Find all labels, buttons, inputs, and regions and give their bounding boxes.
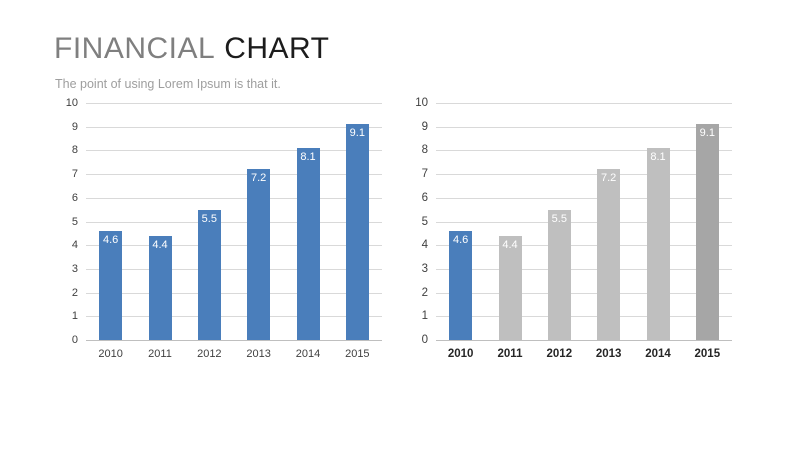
page-title: FINANCIAL CHART	[54, 33, 330, 65]
gridline	[436, 245, 732, 247]
y-tick-label: 10	[415, 97, 428, 109]
bar-value-label: 4.6	[453, 233, 469, 246]
gridline	[436, 221, 732, 223]
x-tick-label: 2010	[98, 348, 123, 360]
gridline	[86, 197, 382, 199]
y-tick-label: 0	[71, 334, 78, 346]
x-tick-label: 2015	[694, 348, 721, 360]
gridline	[436, 197, 732, 199]
title-primary: FINANCIAL	[54, 32, 216, 65]
gridline	[436, 126, 732, 128]
title-secondary: CHART	[224, 32, 330, 65]
gridline	[86, 245, 382, 247]
y-tick-label: 1	[421, 310, 428, 323]
gridline	[436, 150, 732, 152]
x-tick-label: 2014	[645, 348, 671, 360]
gridline	[86, 150, 382, 152]
y-tick-label: 9	[71, 120, 78, 133]
bar-value-label: 5.5	[201, 212, 217, 225]
bar-2011: 4.4	[498, 235, 522, 340]
gridline	[436, 103, 732, 104]
bar-value-label: 4.4	[152, 238, 168, 251]
y-tick-label: 1	[71, 310, 78, 323]
x-tick-label: 2010	[447, 348, 474, 360]
y-tick-label: 8	[71, 144, 78, 157]
y-tick-label: 2	[421, 286, 428, 299]
x-tick-label: 2014	[295, 348, 321, 360]
y-tick-label: 7	[71, 168, 78, 181]
bar-2015: 9.1	[695, 124, 719, 340]
bar-2010: 4.6	[99, 230, 123, 340]
bar-value-label: 5.5	[551, 212, 567, 225]
bar-value-label: 7.2	[251, 172, 267, 185]
gridline	[86, 268, 382, 270]
bar-2015: 9.1	[345, 124, 369, 340]
y-tick-label: 0	[421, 334, 428, 346]
y-tick-label: 10	[65, 97, 78, 109]
bar-2014: 8.1	[296, 148, 320, 340]
x-axis-line	[86, 340, 382, 341]
gridline	[86, 221, 382, 223]
y-tick-label: 3	[71, 262, 78, 275]
bar-chart-left: 0 1 2 3 4 5 6 7 8 9 10 4.6 2010 4.4 2011 5.5 2012 7.2 2013…	[50, 96, 388, 368]
gridline	[86, 126, 382, 128]
bar-value-label: 4.6	[103, 233, 119, 246]
gridline	[436, 292, 732, 294]
bar-2012: 5.5	[197, 209, 221, 340]
y-tick-label: 3	[421, 262, 428, 275]
y-tick-label: 8	[421, 144, 428, 157]
y-tick-label: 4	[71, 239, 78, 252]
bar-value-label: 7.2	[601, 172, 617, 185]
gridline	[86, 292, 382, 294]
x-axis-line	[436, 340, 732, 341]
bar-2010: 4.6	[449, 230, 473, 340]
bar-value-label: 8.1	[300, 151, 316, 164]
x-tick-label: 2012	[197, 348, 222, 360]
gridline	[436, 268, 732, 270]
y-tick-label: 7	[421, 168, 428, 181]
x-tick-label: 2011	[497, 348, 523, 360]
y-tick-label: 9	[421, 120, 428, 133]
bar-value-label: 4.4	[502, 238, 518, 251]
bar-value-label: 9.1	[349, 127, 365, 140]
gridline	[436, 174, 732, 176]
x-tick-label: 2013	[246, 348, 271, 360]
bar-2014: 8.1	[646, 148, 670, 340]
bar-value-label: 9.1	[699, 127, 715, 140]
bar-2012: 5.5	[547, 209, 571, 340]
y-tick-label: 6	[421, 191, 428, 204]
y-tick-label: 5	[71, 215, 78, 228]
slide-subtitle: The point of using Lorem Ipsum is that i…	[55, 77, 281, 91]
gridline	[86, 103, 382, 104]
y-tick-label: 6	[71, 191, 78, 204]
y-tick-label: 2	[71, 286, 78, 299]
x-tick-label: 2011	[148, 348, 172, 360]
bar-value-label: 8.1	[650, 151, 666, 164]
bar-2013: 7.2	[247, 169, 271, 340]
y-tick-label: 5	[421, 215, 428, 228]
gridline	[436, 316, 732, 318]
y-tick-label: 4	[421, 239, 428, 252]
bar-2013: 7.2	[597, 169, 621, 340]
x-tick-label: 2015	[345, 348, 370, 360]
x-tick-label: 2013	[595, 348, 622, 360]
bar-chart-right: 0 1 2 3 4 5 6 7 8 9 10 4.6 2010 4.4 2011 5.5 2012 7.2 2013…	[400, 96, 738, 368]
bar-2011: 4.4	[148, 235, 172, 340]
x-tick-label: 2012	[546, 348, 573, 360]
gridline	[86, 174, 382, 176]
gridline	[86, 316, 382, 318]
